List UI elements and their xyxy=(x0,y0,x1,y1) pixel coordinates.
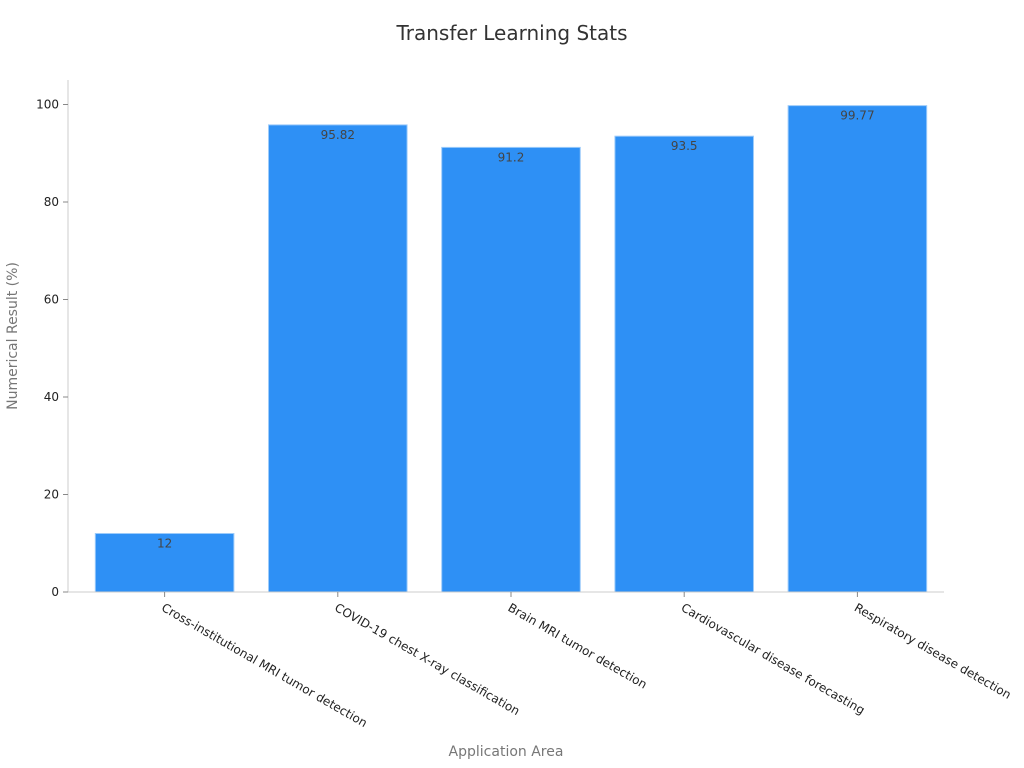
bar-2 xyxy=(268,124,408,593)
x-tick-label-1: Cross-institutional MRI tumor detection xyxy=(159,600,370,730)
data-label-4: 93.5 xyxy=(671,139,698,153)
x-axis-title: Application Area xyxy=(449,744,564,760)
x-tick-label-5: Respiratory disease detection xyxy=(852,600,1014,701)
x-tick-label-2: COVID-19 chest X-ray classification xyxy=(332,600,522,718)
bar-4 xyxy=(614,135,754,593)
y-axis-ticks: 0 20 40 60 80 100 xyxy=(36,98,68,599)
bar-5 xyxy=(787,105,928,593)
bars xyxy=(94,105,928,593)
bar-3 xyxy=(441,146,581,593)
data-label-2: 95.82 xyxy=(321,128,355,142)
y-tick-label-0: 0 xyxy=(51,585,59,599)
chart-title: Transfer Learning Stats xyxy=(395,21,627,45)
y-tick-label-40: 40 xyxy=(44,390,59,404)
data-labels: 12 95.82 91.2 93.5 99.77 xyxy=(157,109,875,551)
y-tick-label-80: 80 xyxy=(44,195,59,209)
data-label-3: 91.2 xyxy=(498,150,525,164)
data-label-1: 12 xyxy=(157,537,172,551)
y-tick-label-60: 60 xyxy=(44,293,59,307)
y-tick-label-20: 20 xyxy=(44,488,59,502)
x-tick-label-4: Cardiovascular disease forecasting xyxy=(679,600,868,717)
x-axis-ticks: Cross-institutional MRI tumor detectionC… xyxy=(159,592,1014,730)
y-tick-label-100: 100 xyxy=(36,98,59,112)
bar-1 xyxy=(94,533,235,593)
plot-area: 12 95.82 91.2 93.5 99.77 0 20 40 60 80 100 Cross-… xyxy=(36,80,1014,730)
x-tick-label-3: Brain MRI tumor detection xyxy=(506,600,650,691)
y-axis-title: Numerical Result (%) xyxy=(5,262,21,410)
data-label-5: 99.77 xyxy=(840,109,874,123)
